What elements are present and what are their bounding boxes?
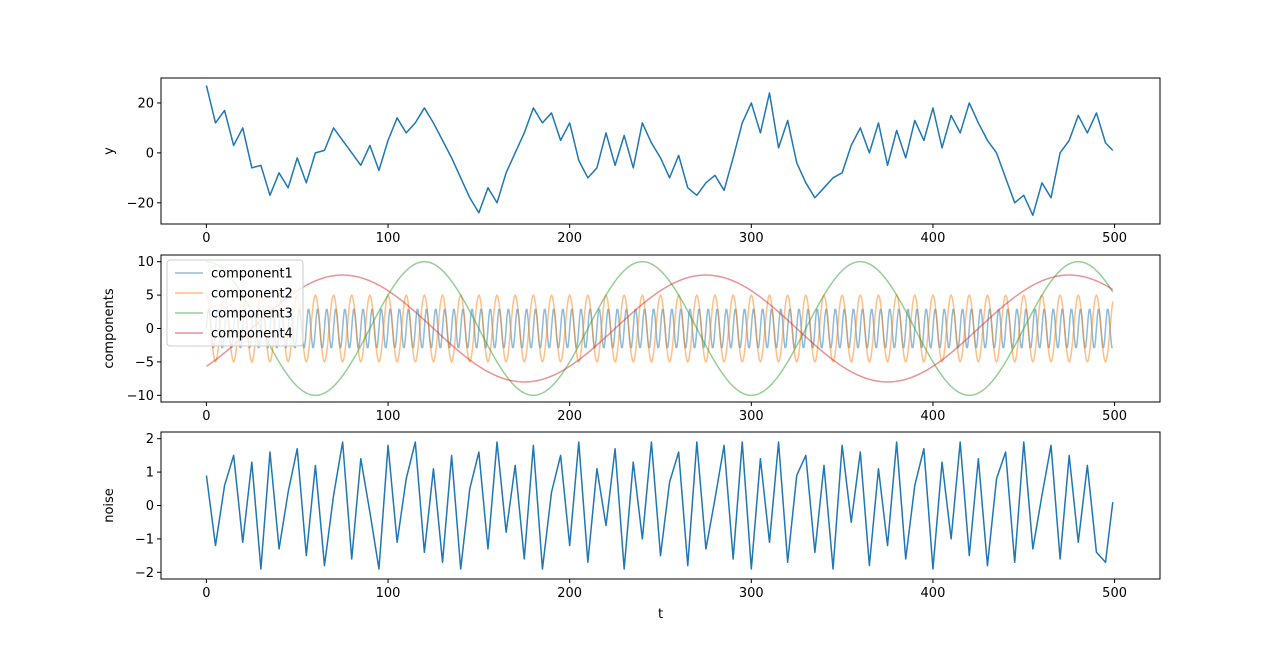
x-tick-label: 100: [376, 586, 401, 601]
y-axis-label: noise: [102, 488, 117, 523]
legend-label-component4: component4: [211, 327, 293, 342]
y-tick-label: −1: [135, 532, 154, 547]
y-tick-label: 1: [146, 466, 154, 481]
series-line-component4: [205, 274, 1114, 383]
y-tick-label: 0: [146, 499, 154, 514]
x-tick-label: 300: [739, 231, 764, 246]
legend-label-component2: component2: [211, 287, 293, 302]
y-tick-label: 2: [146, 432, 154, 447]
y-tick-label: −10: [127, 389, 154, 404]
legend: component1 component2 component3 component4: [166, 259, 304, 347]
x-tick-label: 100: [376, 231, 401, 246]
legend-label-component1: component1: [211, 267, 293, 282]
series-line-component2: [205, 294, 1114, 363]
y-tick-label: 0: [146, 322, 154, 337]
y-tick-label: 0: [146, 146, 154, 161]
y-axis-label: y: [102, 147, 117, 155]
legend-label-component3: component3: [211, 307, 293, 322]
x-tick-label: 400: [921, 586, 946, 601]
x-tick-label: 200: [557, 231, 582, 246]
series-line-series-1: [205, 441, 1114, 570]
subplot-2: 0 100 200 300 400 500 −10 −5 0 5 10 components compo…: [102, 254, 1161, 424]
x-tick-label: 400: [921, 231, 946, 246]
x-tick-label: 400: [921, 409, 946, 424]
x-tick-label: 200: [557, 409, 582, 424]
subplot-3: 0 100 200 300 400 500 −2 −1 0 1 2 noise t: [102, 431, 1161, 622]
y-tick-label: −2: [135, 566, 154, 581]
x-tick-label: 500: [1102, 586, 1127, 601]
y-axis-label: components: [102, 288, 117, 369]
series-line-series-1: [205, 85, 1114, 217]
x-tick-label: 0: [202, 231, 210, 246]
y-tick-label: 20: [137, 96, 154, 111]
y-tick-label: 10: [137, 255, 154, 270]
x-tick-label: 0: [202, 586, 210, 601]
y-tick-label: 5: [146, 289, 154, 304]
x-tick-label: 500: [1102, 231, 1127, 246]
plot-frame: [160, 77, 1161, 225]
legend-box: [166, 259, 304, 347]
subplot-1: 0 100 200 300 400 500 −20 0 20 y: [102, 77, 1161, 246]
series-line-component1: [205, 308, 1113, 349]
x-tick-label: 300: [739, 409, 764, 424]
series-line-component3: [206, 260, 1114, 397]
y-tick-label: −20: [127, 196, 154, 211]
x-tick-label: 200: [557, 586, 582, 601]
y-tick-label: −5: [135, 355, 154, 370]
x-tick-label: 0: [202, 409, 210, 424]
x-tick-label: 500: [1102, 409, 1127, 424]
x-axis-label: t: [658, 607, 663, 622]
x-tick-label: 100: [376, 409, 401, 424]
x-tick-label: 300: [739, 586, 764, 601]
